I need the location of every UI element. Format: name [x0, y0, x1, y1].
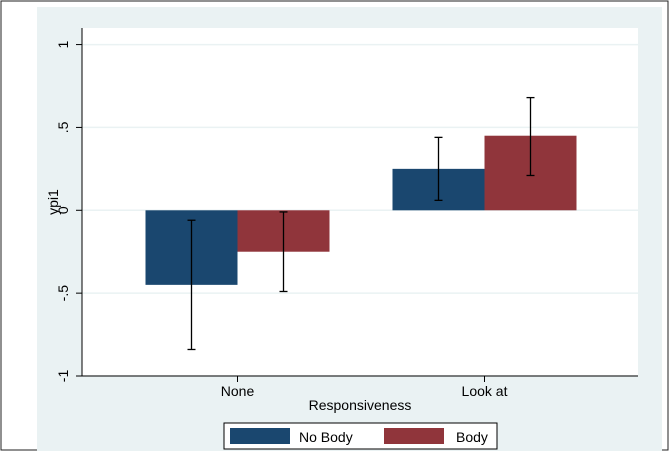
x-tick-label: None — [221, 383, 255, 399]
x-axis-label: Responsiveness — [309, 397, 412, 413]
y-tick-label: -.5 — [55, 285, 71, 302]
y-tick-label: -1 — [55, 370, 71, 383]
legend-swatch — [384, 428, 444, 444]
legend-swatch — [230, 428, 290, 444]
legend-label: Body — [456, 429, 488, 445]
error-bars — [187, 96, 535, 351]
y-tick-label: 0 — [55, 206, 71, 214]
y-axis-label: ypi1 — [45, 189, 61, 215]
y-tick-label: .5 — [55, 121, 71, 133]
y-tick-label: 1 — [55, 40, 71, 48]
axes: 1 .5 0 -.5 -1 None Look at — [55, 28, 638, 399]
x-tick-label: Look at — [462, 383, 508, 399]
legend-label: No Body — [299, 429, 353, 445]
legend: No Body Body — [223, 422, 498, 450]
